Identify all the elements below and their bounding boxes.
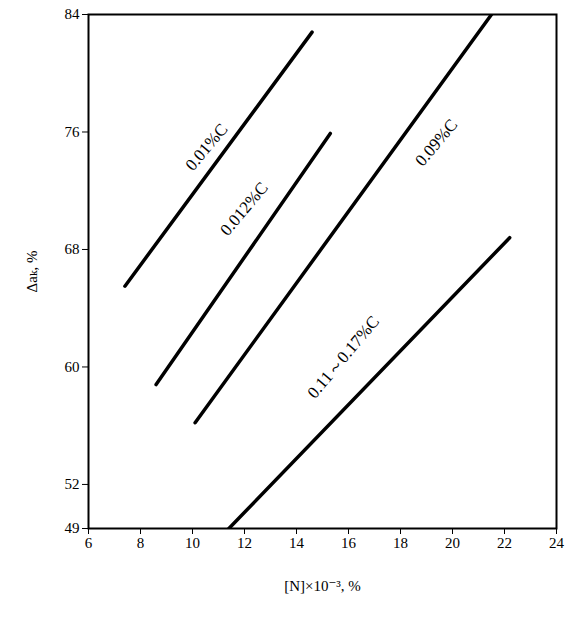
svg-text:16: 16 xyxy=(341,535,357,551)
svg-text:6: 6 xyxy=(85,535,93,551)
svg-text:0.01%C: 0.01%C xyxy=(181,120,231,175)
svg-text:0.012%C: 0.012%C xyxy=(216,178,272,239)
svg-text:22: 22 xyxy=(497,535,512,551)
svg-text:8: 8 xyxy=(137,535,145,551)
svg-text:[N]×10⁻³, %: [N]×10⁻³, % xyxy=(284,578,361,594)
svg-text:52: 52 xyxy=(65,476,80,492)
svg-text:14: 14 xyxy=(289,535,305,551)
svg-text:49: 49 xyxy=(65,520,80,536)
svg-text:0.09%C: 0.09%C xyxy=(411,115,461,170)
svg-text:12: 12 xyxy=(237,535,252,551)
svg-text:10: 10 xyxy=(185,535,200,551)
svg-text:68: 68 xyxy=(65,241,80,257)
svg-text:20: 20 xyxy=(445,535,460,551)
svg-text:60: 60 xyxy=(65,359,80,375)
svg-text:18: 18 xyxy=(393,535,408,551)
svg-text:84: 84 xyxy=(65,6,81,22)
svg-text:0.11～0.17%C: 0.11～0.17%C xyxy=(303,312,383,402)
svg-text:Δaₖ, %: Δaₖ, % xyxy=(24,251,40,293)
svg-text:76: 76 xyxy=(65,124,81,140)
svg-text:24: 24 xyxy=(549,535,565,551)
